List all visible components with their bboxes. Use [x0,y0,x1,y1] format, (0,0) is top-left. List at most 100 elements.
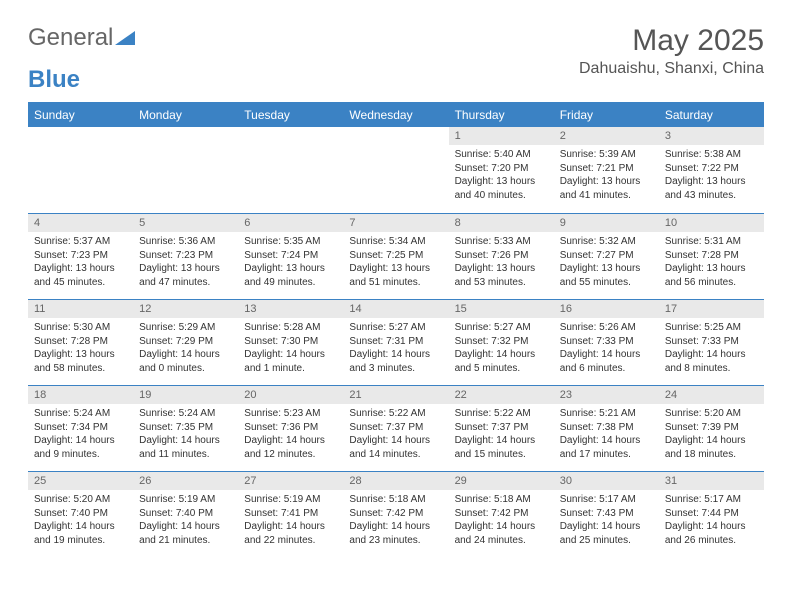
sunrise-text: Sunrise: 5:18 AM [349,493,442,507]
calendar-table: SundayMondayTuesdayWednesdayThursdayFrid… [28,103,764,557]
sunset-text: Sunset: 7:23 PM [34,249,127,263]
day-header: Wednesday [343,103,448,127]
sunset-text: Sunset: 7:28 PM [665,249,758,263]
daylight-text: Daylight: 14 hours and 5 minutes. [455,348,548,375]
day-number: 27 [238,471,343,490]
daylight-text: Daylight: 14 hours and 26 minutes. [665,520,758,547]
day-number: 2 [554,127,659,145]
day-number: 13 [238,299,343,318]
brand-triangle-icon [115,29,137,47]
sunrise-text: Sunrise: 5:17 AM [560,493,653,507]
sunrise-text: Sunrise: 5:19 AM [139,493,232,507]
sunrise-text: Sunrise: 5:22 AM [455,407,548,421]
calendar-cell: 20Sunrise: 5:23 AMSunset: 7:36 PMDayligh… [238,385,343,471]
daylight-text: Daylight: 13 hours and 53 minutes. [455,262,548,289]
day-details [28,127,133,136]
daylight-text: Daylight: 14 hours and 23 minutes. [349,520,442,547]
sunrise-text: Sunrise: 5:26 AM [560,321,653,335]
sunrise-text: Sunrise: 5:19 AM [244,493,337,507]
daylight-text: Daylight: 14 hours and 0 minutes. [139,348,232,375]
calendar-cell: 26Sunrise: 5:19 AMSunset: 7:40 PMDayligh… [133,471,238,557]
sunset-text: Sunset: 7:40 PM [139,507,232,521]
sunset-text: Sunset: 7:37 PM [349,421,442,435]
calendar-cell: 16Sunrise: 5:26 AMSunset: 7:33 PMDayligh… [554,299,659,385]
sunset-text: Sunset: 7:44 PM [665,507,758,521]
day-number: 25 [28,471,133,490]
sunset-text: Sunset: 7:38 PM [560,421,653,435]
sunrise-text: Sunrise: 5:17 AM [665,493,758,507]
sunrise-text: Sunrise: 5:21 AM [560,407,653,421]
sunrise-text: Sunrise: 5:39 AM [560,148,653,162]
sunrise-text: Sunrise: 5:33 AM [455,235,548,249]
day-details: Sunrise: 5:30 AMSunset: 7:28 PMDaylight:… [28,318,133,381]
sunrise-text: Sunrise: 5:32 AM [560,235,653,249]
daylight-text: Daylight: 14 hours and 6 minutes. [560,348,653,375]
day-details: Sunrise: 5:18 AMSunset: 7:42 PMDaylight:… [343,490,448,553]
day-details: Sunrise: 5:24 AMSunset: 7:35 PMDaylight:… [133,404,238,467]
calendar-cell [133,127,238,213]
day-details: Sunrise: 5:37 AMSunset: 7:23 PMDaylight:… [28,232,133,295]
calendar-cell: 23Sunrise: 5:21 AMSunset: 7:38 PMDayligh… [554,385,659,471]
daylight-text: Daylight: 14 hours and 17 minutes. [560,434,653,461]
sunrise-text: Sunrise: 5:36 AM [139,235,232,249]
day-number: 16 [554,299,659,318]
day-header: Monday [133,103,238,127]
sunset-text: Sunset: 7:30 PM [244,335,337,349]
calendar-cell: 27 Sunrise: 5:19 AMSunset: 7:41 PMDayligh… [238,471,343,557]
calendar-cell: 1Sunrise: 5:40 AMSunset: 7:20 PMDaylight… [449,127,554,213]
brand-part1: General [28,24,113,52]
calendar-cell: 14Sunrise: 5:27 AMSunset: 7:31 PMDayligh… [343,299,448,385]
sunset-text: Sunset: 7:32 PM [455,335,548,349]
sunrise-text: Sunrise: 5:24 AM [34,407,127,421]
sunset-text: Sunset: 7:22 PM [665,162,758,176]
sunset-text: Sunset: 7:34 PM [34,421,127,435]
calendar-cell: 31Sunrise: 5:17 AMSunset: 7:44 PMDayligh… [659,471,764,557]
sunset-text: Sunset: 7:42 PM [455,507,548,521]
calendar-cell: 19Sunrise: 5:24 AMSunset: 7:35 PMDayligh… [133,385,238,471]
sunset-text: Sunset: 7:23 PM [139,249,232,263]
sunset-text: Sunset: 7:21 PM [560,162,653,176]
day-details: Sunrise: 5:21 AMSunset: 7:38 PMDaylight:… [554,404,659,467]
day-number: 21 [343,385,448,404]
sunrise-text: Sunrise: 5:22 AM [349,407,442,421]
daylight-text: Daylight: 14 hours and 22 minutes. [244,520,337,547]
sunset-text: Sunset: 7:41 PM [244,507,337,521]
day-number: 5 [133,213,238,232]
day-details: Sunrise: 5:32 AMSunset: 7:27 PMDaylight:… [554,232,659,295]
sunrise-text: Sunrise: 5:27 AM [349,321,442,335]
calendar-cell: 18Sunrise: 5:24 AMSunset: 7:34 PMDayligh… [28,385,133,471]
day-details: Sunrise: 5:22 AMSunset: 7:37 PMDaylight:… [343,404,448,467]
calendar-cell: 29Sunrise: 5:18 AMSunset: 7:42 PMDayligh… [449,471,554,557]
daylight-text: Daylight: 13 hours and 43 minutes. [665,175,758,202]
sunrise-text: Sunrise: 5:28 AM [244,321,337,335]
calendar-body: 1Sunrise: 5:40 AMSunset: 7:20 PMDaylight… [28,127,764,557]
calendar-cell: 25Sunrise: 5:20 AMSunset: 7:40 PMDayligh… [28,471,133,557]
sunrise-text: Sunrise: 5:35 AM [244,235,337,249]
daylight-text: Daylight: 13 hours and 41 minutes. [560,175,653,202]
day-details: Sunrise: 5:23 AMSunset: 7:36 PMDaylight:… [238,404,343,467]
sunset-text: Sunset: 7:27 PM [560,249,653,263]
calendar-row: 4Sunrise: 5:37 AMSunset: 7:23 PMDaylight… [28,213,764,299]
daylight-text: Daylight: 13 hours and 56 minutes. [665,262,758,289]
day-number: 7 [343,213,448,232]
calendar-cell [28,127,133,213]
day-number: 8 [449,213,554,232]
sunset-text: Sunset: 7:37 PM [455,421,548,435]
day-number: 20 [238,385,343,404]
calendar-cell [238,127,343,213]
calendar-cell: 13Sunrise: 5:28 AMSunset: 7:30 PMDayligh… [238,299,343,385]
day-details [343,127,448,136]
day-number: 3 [659,127,764,145]
sunset-text: Sunset: 7:31 PM [349,335,442,349]
sunset-text: Sunset: 7:36 PM [244,421,337,435]
day-details: Sunrise: 5:35 AMSunset: 7:24 PMDaylight:… [238,232,343,295]
day-header: Sunday [28,103,133,127]
day-number: 30 [554,471,659,490]
brand-part2: Blue [28,66,80,94]
sunrise-text: Sunrise: 5:30 AM [34,321,127,335]
sunset-text: Sunset: 7:20 PM [455,162,548,176]
day-number: 14 [343,299,448,318]
calendar-cell: 21Sunrise: 5:22 AMSunset: 7:37 PMDayligh… [343,385,448,471]
sunset-text: Sunset: 7:25 PM [349,249,442,263]
calendar-row: 11Sunrise: 5:30 AMSunset: 7:28 PMDayligh… [28,299,764,385]
